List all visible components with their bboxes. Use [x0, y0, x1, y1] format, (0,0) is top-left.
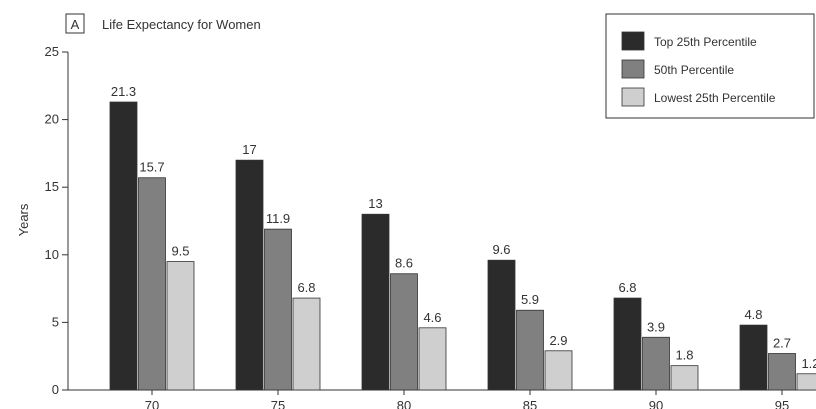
bar-value-label: 1.8	[675, 348, 693, 363]
title-group: A Life Expectancy for Women	[65, 13, 261, 34]
panel-label: A	[71, 17, 80, 32]
panel-label-box	[65, 13, 85, 34]
bar	[166, 261, 195, 391]
legend-label: Lowest 25th Percentile	[654, 91, 776, 105]
bar-value-label: 8.6	[395, 256, 413, 271]
bar	[796, 373, 816, 391]
bar	[768, 353, 796, 391]
bar-value-label: 4.6	[423, 310, 441, 325]
bar	[613, 297, 642, 391]
bar-value-label: 6.8	[618, 280, 636, 295]
bar	[739, 324, 768, 391]
bar	[516, 309, 544, 391]
bar-value-label: 5.9	[521, 292, 539, 307]
bar	[642, 336, 670, 391]
bar-value-label: 15.7	[139, 160, 164, 175]
x-tick-label: 80	[397, 398, 411, 409]
legend-label: Top 25th Percentile	[654, 35, 757, 49]
bar-value-label: 6.8	[297, 280, 315, 295]
legend-label: 50th Percentile	[654, 63, 734, 77]
bar	[109, 101, 138, 391]
x-tick-label: 90	[649, 398, 663, 409]
legend-swatch	[621, 87, 645, 107]
bar-value-label: 11.9	[266, 211, 290, 226]
y-axis-label: Years	[16, 203, 31, 236]
bar-value-label: 1.2	[801, 356, 816, 371]
bar-value-label: 2.7	[773, 335, 791, 350]
bar-value-label: 3.9	[647, 319, 665, 334]
bar-value-label: 9.5	[171, 244, 189, 259]
legend: Top 25th Percentile 50th Percentile Lowest…	[605, 13, 815, 119]
y-tick-label: 20	[45, 112, 59, 127]
bar	[264, 228, 292, 391]
bar-value-label: 4.8	[744, 307, 762, 322]
bar	[670, 365, 699, 391]
legend-swatch	[621, 59, 645, 79]
x-tick-label: 95	[775, 398, 789, 409]
bar-value-label: 13	[368, 196, 382, 211]
y-tick-label: 15	[45, 179, 59, 194]
y-tick-label: 25	[45, 44, 59, 59]
bar	[418, 327, 447, 391]
bar	[138, 177, 166, 391]
y-tick-label: 5	[52, 314, 59, 329]
x-tick-label: 75	[271, 398, 285, 409]
bars: 21.3 15.7 9.5 17 11.9 6.8 13 8.6 4.6 9.6 5.9 2.9 6.8…	[109, 84, 816, 391]
bar	[544, 350, 573, 391]
bar	[487, 259, 516, 391]
x-tick-label: 85	[523, 398, 537, 409]
bar	[361, 213, 390, 391]
bar-value-label: 21.3	[111, 84, 136, 99]
chart-title: Life Expectancy for Women	[102, 17, 261, 32]
bar	[235, 159, 264, 391]
bar-value-label: 17	[242, 142, 256, 157]
legend-swatch	[621, 31, 645, 51]
bar-value-label: 2.9	[549, 333, 567, 348]
x-tick-label: 70	[145, 398, 159, 409]
bar-value-label: 9.6	[492, 242, 510, 257]
bar	[292, 297, 321, 391]
y-tick-label: 0	[52, 382, 59, 397]
bar	[390, 273, 418, 391]
y-tick-label: 10	[45, 247, 59, 262]
